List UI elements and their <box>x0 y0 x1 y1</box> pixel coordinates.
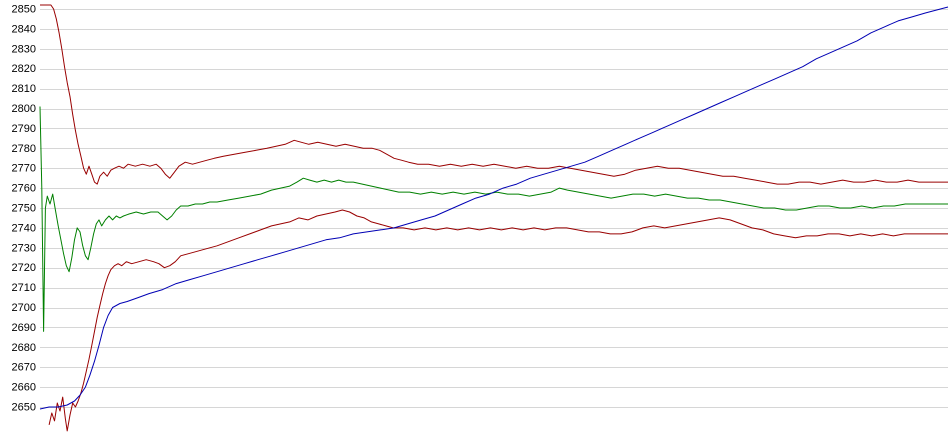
y-axis-tick-label: 2750 <box>12 203 36 215</box>
y-axis-tick-label: 2730 <box>12 242 36 254</box>
y-axis-tick-label: 2760 <box>12 183 36 195</box>
y-axis-tick-label: 2850 <box>12 4 36 16</box>
series-line-upper-band <box>40 4 948 185</box>
gridlines-group <box>40 9 948 408</box>
y-axis-tick-label: 2660 <box>12 382 36 394</box>
y-axis-tick-label: 2650 <box>12 402 36 414</box>
series-group <box>39 4 949 432</box>
y-axis-tick-label: 2800 <box>12 103 36 115</box>
y-axis-tick-label: 2820 <box>12 63 36 75</box>
y-axis-tick-label: 2770 <box>12 163 36 175</box>
series-line-middle-average <box>39 106 948 332</box>
y-axis-tick-label: 2830 <box>12 43 36 55</box>
y-axis-tick-label: 2670 <box>12 362 36 374</box>
series-line-lower-band <box>48 209 948 432</box>
y-axis-tick-label: 2780 <box>12 143 36 155</box>
y-axis-tick-label: 2690 <box>12 322 36 334</box>
y-axis-tick-label: 2710 <box>12 282 36 294</box>
y-axis-labels-group: 2850 2840 2830 2820 2810 2800 2790 2780 2770 2760… <box>12 4 36 414</box>
y-axis-tick-label: 2810 <box>12 83 36 95</box>
y-axis-tick-label: 2720 <box>12 262 36 274</box>
y-axis-tick-label: 2840 <box>12 23 36 35</box>
y-axis-tick-label: 2740 <box>12 222 36 234</box>
y-axis-tick-label: 2700 <box>12 302 36 314</box>
series-line-cumulative-trend <box>39 6 949 410</box>
y-axis-tick-label: 2790 <box>12 123 36 135</box>
y-axis-tick-label: 2680 <box>12 342 36 354</box>
